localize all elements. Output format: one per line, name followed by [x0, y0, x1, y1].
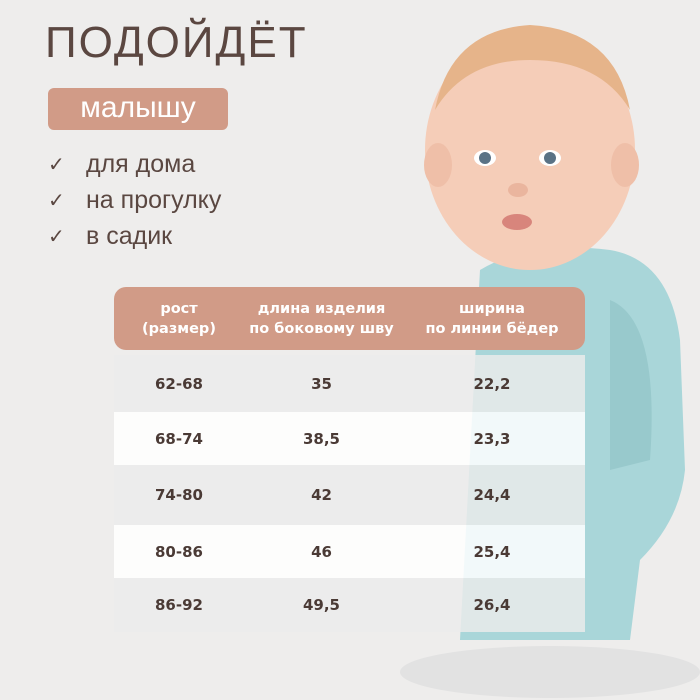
use-list: ✓ для дома ✓ на прогулку ✓ в садик: [48, 146, 221, 254]
table-cell: 86-92: [155, 596, 203, 614]
table-row: 86-92 49,5 26,4: [114, 578, 585, 632]
table-row: 68-74 38,5 23,3: [114, 412, 585, 465]
use-item: ✓ в садик: [48, 218, 221, 254]
header-length: длина изделия по боковому шву: [244, 299, 399, 339]
table-cell: 42: [311, 486, 332, 504]
table-row: 80-86 46 25,4: [114, 525, 585, 578]
header-label: по боковому шву: [249, 320, 394, 337]
header-label: ширина: [459, 300, 525, 317]
check-icon: ✓: [48, 225, 65, 248]
table-cell: 49,5: [302, 596, 340, 614]
header-label: рост: [160, 300, 198, 317]
table-cell: 68-74: [155, 429, 203, 448]
header-label: (размер): [142, 320, 216, 337]
table-cell: 62-68: [155, 374, 203, 393]
table-body: 62-68 35 22,2 68-74 38,5 23,3 74-80 42 24,4 80-86…: [114, 355, 585, 632]
table-cell: 38,5: [302, 429, 340, 448]
use-label: на прогулку: [86, 185, 222, 214]
use-label: в садик: [86, 221, 173, 250]
header-label: длина изделия: [257, 300, 386, 317]
table-cell: 22,2: [473, 374, 511, 393]
use-item: ✓ на прогулку: [48, 182, 221, 218]
table-cell: 25,4: [473, 542, 511, 561]
table-cell: 35: [311, 374, 332, 393]
size-table: рост (размер) длина изделия по боковому шв…: [114, 287, 585, 632]
table-row: 62-68 35 22,2: [114, 355, 585, 412]
use-item: ✓ для дома: [48, 146, 221, 182]
check-icon: ✓: [48, 153, 65, 176]
use-label: для дома: [86, 149, 196, 178]
table-cell: 24,4: [473, 486, 511, 504]
header-height: рост (размер): [114, 299, 244, 339]
table-cell: 26,4: [473, 596, 511, 614]
table-cell: 74-80: [155, 486, 203, 504]
table-cell: 23,3: [473, 429, 511, 448]
header-label: по линии бёдер: [425, 320, 559, 337]
audience-badge: малышу: [48, 88, 228, 130]
page-title: ПОДОЙДЁТ: [45, 18, 308, 67]
table-header: рост (размер) длина изделия по боковому шв…: [114, 287, 585, 350]
header-width: ширина по линии бёдер: [399, 299, 585, 339]
table-row: 74-80 42 24,4: [114, 465, 585, 525]
table-cell: 46: [311, 542, 332, 561]
table-cell: 80-86: [155, 542, 203, 561]
check-icon: ✓: [48, 189, 65, 212]
